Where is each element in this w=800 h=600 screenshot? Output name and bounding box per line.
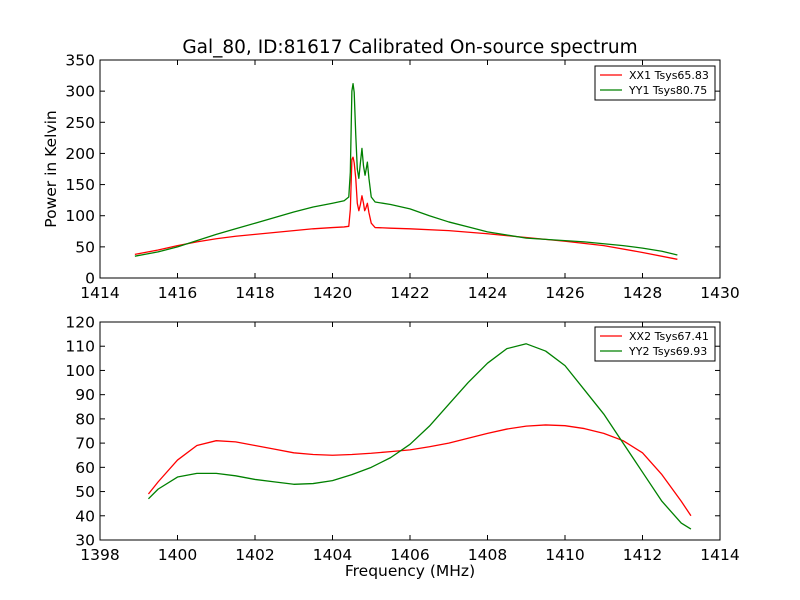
legend-label: XX1 Tsys65.83 (629, 69, 709, 82)
y-tick-label: 350 (65, 52, 95, 70)
y-tick-label: 90 (75, 386, 95, 404)
top-panel: 1414 1416 1418 1420 1422 1424 1426 1428 1430 0 50 1… (42, 52, 740, 303)
y-tick-label: 150 (65, 176, 95, 194)
x-axis-label: Frequency (MHz) (345, 562, 475, 580)
legend: XX2 Tsys67.41 YY2 Tsys69.93 (594, 326, 716, 362)
y-tick-label: 50 (75, 238, 95, 256)
x-tick-label: 1406 (390, 546, 429, 564)
legend: XX1 Tsys65.83 YY1 Tsys80.75 (594, 65, 716, 101)
x-tick-label: 1424 (468, 284, 507, 302)
x-tick-label: 1430 (700, 284, 739, 302)
series-line-1 (147, 424, 692, 517)
y-tick-label: 0 (85, 270, 95, 288)
x-tick-label: 1414 (80, 284, 119, 302)
y-tick-label: 200 (65, 145, 95, 163)
y-tick-label: 110 (65, 338, 95, 356)
legend-label: XX2 Tsys67.41 (629, 330, 709, 343)
bottom-panel: 1398 1400 1402 1404 1406 1408 1410 1412 1414 30 40… (65, 314, 739, 581)
legend-label: YY2 Tsys69.93 (628, 345, 707, 358)
series-line-2 (134, 83, 678, 257)
chart-title: Gal_80, ID:81617 Calibrated On-source sp… (182, 37, 637, 58)
x-tick-label: 1418 (235, 284, 274, 302)
y-tick-label: 100 (65, 362, 95, 380)
y-axis-label: Power in Kelvin (42, 110, 60, 227)
x-tick-label: 1398 (80, 546, 119, 564)
legend-label: YY1 Tsys80.75 (628, 84, 707, 97)
x-tick-label: 1420 (313, 284, 352, 302)
y-tick-label: 40 (75, 507, 95, 525)
legend-box (594, 65, 716, 101)
x-tick-label: 1408 (468, 546, 507, 564)
y-tick-label: 300 (65, 83, 95, 101)
x-tick-label: 1422 (390, 284, 429, 302)
y-tick-label: 50 (75, 483, 95, 501)
x-tick-label: 1416 (158, 284, 197, 302)
y-tick-label: 70 (75, 435, 95, 453)
y-tick-label: 60 (75, 459, 95, 477)
x-tick-label: 1400 (158, 546, 197, 564)
x-tick-label: 1412 (623, 546, 662, 564)
y-tick-label: 30 (75, 532, 95, 550)
x-tick-label: 1426 (545, 284, 584, 302)
x-tick-label: 1404 (313, 546, 352, 564)
x-tick-label: 1428 (623, 284, 662, 302)
x-tick-label: 1410 (545, 546, 584, 564)
y-tick-label: 100 (65, 207, 95, 225)
x-tick-label: 1402 (235, 546, 274, 564)
series-line-2 (147, 343, 692, 530)
x-tick-label: 1414 (700, 546, 739, 564)
legend-box (594, 326, 716, 362)
y-tick-label: 120 (65, 314, 95, 332)
y-tick-label: 250 (65, 114, 95, 132)
series-line-1 (134, 156, 678, 260)
y-tick-label: 80 (75, 410, 95, 428)
